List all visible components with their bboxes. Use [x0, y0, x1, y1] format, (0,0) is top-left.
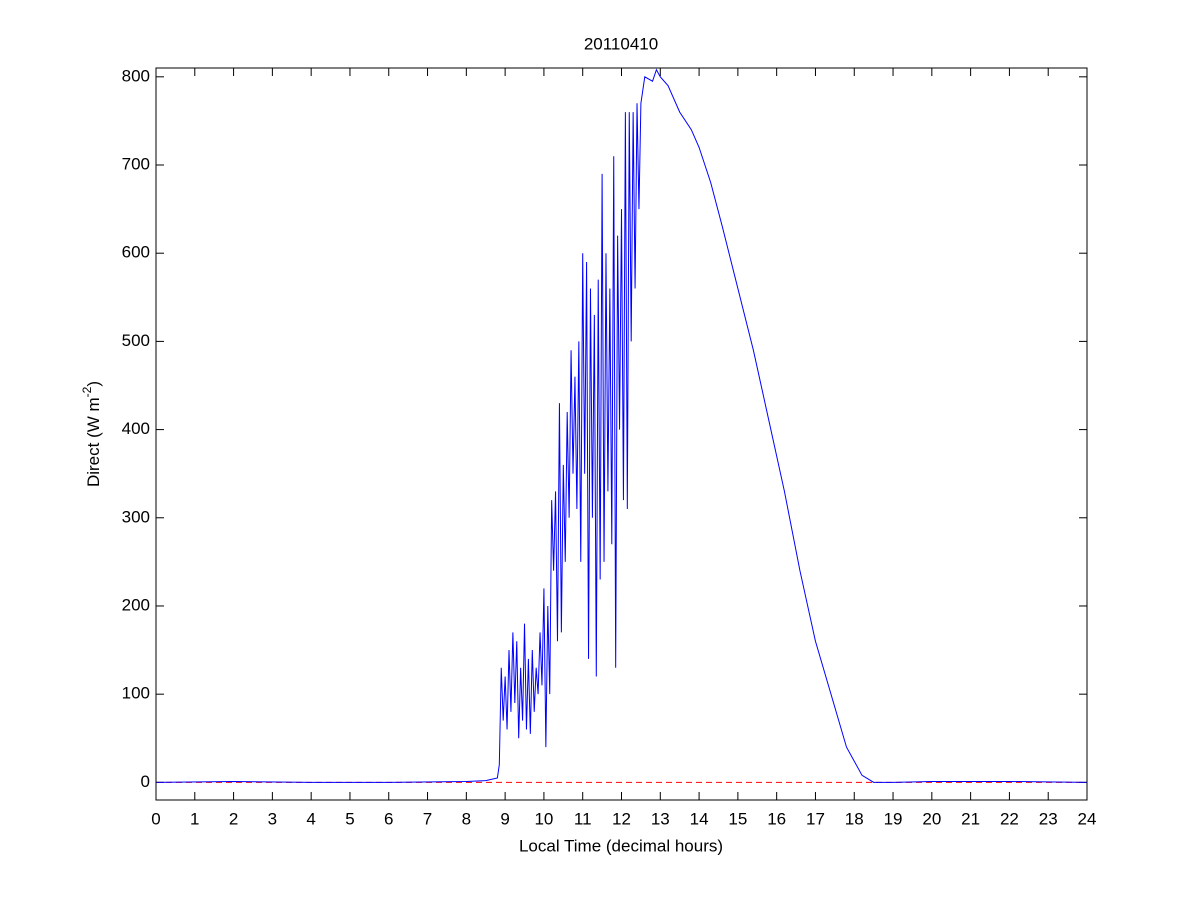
x-tick-label: 22 — [1000, 809, 1019, 828]
x-tick-label: 19 — [884, 809, 903, 828]
y-tick-label: 400 — [122, 419, 150, 438]
x-tick-label: 12 — [612, 809, 631, 828]
x-tick-label: 6 — [384, 809, 393, 828]
x-tick-label: 9 — [500, 809, 509, 828]
x-tick-label: 15 — [728, 809, 747, 828]
x-tick-label: 14 — [690, 809, 709, 828]
y-label-main: Direct (W m — [84, 397, 103, 487]
y-tick-label: 300 — [122, 507, 150, 526]
y-tick-label: 500 — [122, 331, 150, 350]
x-tick-label: 24 — [1078, 809, 1097, 828]
x-tick-label: 10 — [534, 809, 553, 828]
y-tick-label: 200 — [122, 595, 150, 614]
plot-frame — [155, 67, 1088, 801]
data-line — [155, 68, 1088, 783]
x-tick-label: 7 — [423, 809, 432, 828]
x-tick-label: 8 — [462, 809, 471, 828]
y-tick-label: 0 — [141, 772, 150, 791]
x-tick-label: 11 — [574, 809, 592, 828]
x-tick-label: 5 — [345, 809, 354, 828]
y-label-end: ) — [84, 381, 103, 387]
x-tick-label: 3 — [268, 809, 277, 828]
x-tick-label: 21 — [961, 809, 980, 828]
y-label-sup: -2 — [80, 386, 94, 397]
y-tick-label: 100 — [122, 684, 150, 703]
x-axis-label: Local Time (decimal hours) — [519, 836, 723, 855]
y-tick-label: 700 — [122, 154, 150, 173]
x-tick-label: 2 — [229, 809, 238, 828]
y-tick-label: 600 — [122, 243, 150, 262]
x-tick-label: 0 — [151, 809, 160, 828]
x-tick-label: 16 — [767, 809, 786, 828]
x-tick-label: 1 — [190, 809, 199, 828]
x-tick-label: 18 — [845, 809, 864, 828]
x-tick-label: 17 — [806, 809, 825, 828]
y-axis-label: Direct (W m-2) — [80, 381, 103, 487]
x-tick-label: 20 — [922, 809, 941, 828]
x-tick-label: 13 — [651, 809, 670, 828]
x-tick-label: 23 — [1039, 809, 1058, 828]
y-tick-label: 800 — [122, 66, 150, 85]
chart-title: 20110410 — [584, 34, 658, 53]
x-tick-label: 4 — [306, 809, 315, 828]
